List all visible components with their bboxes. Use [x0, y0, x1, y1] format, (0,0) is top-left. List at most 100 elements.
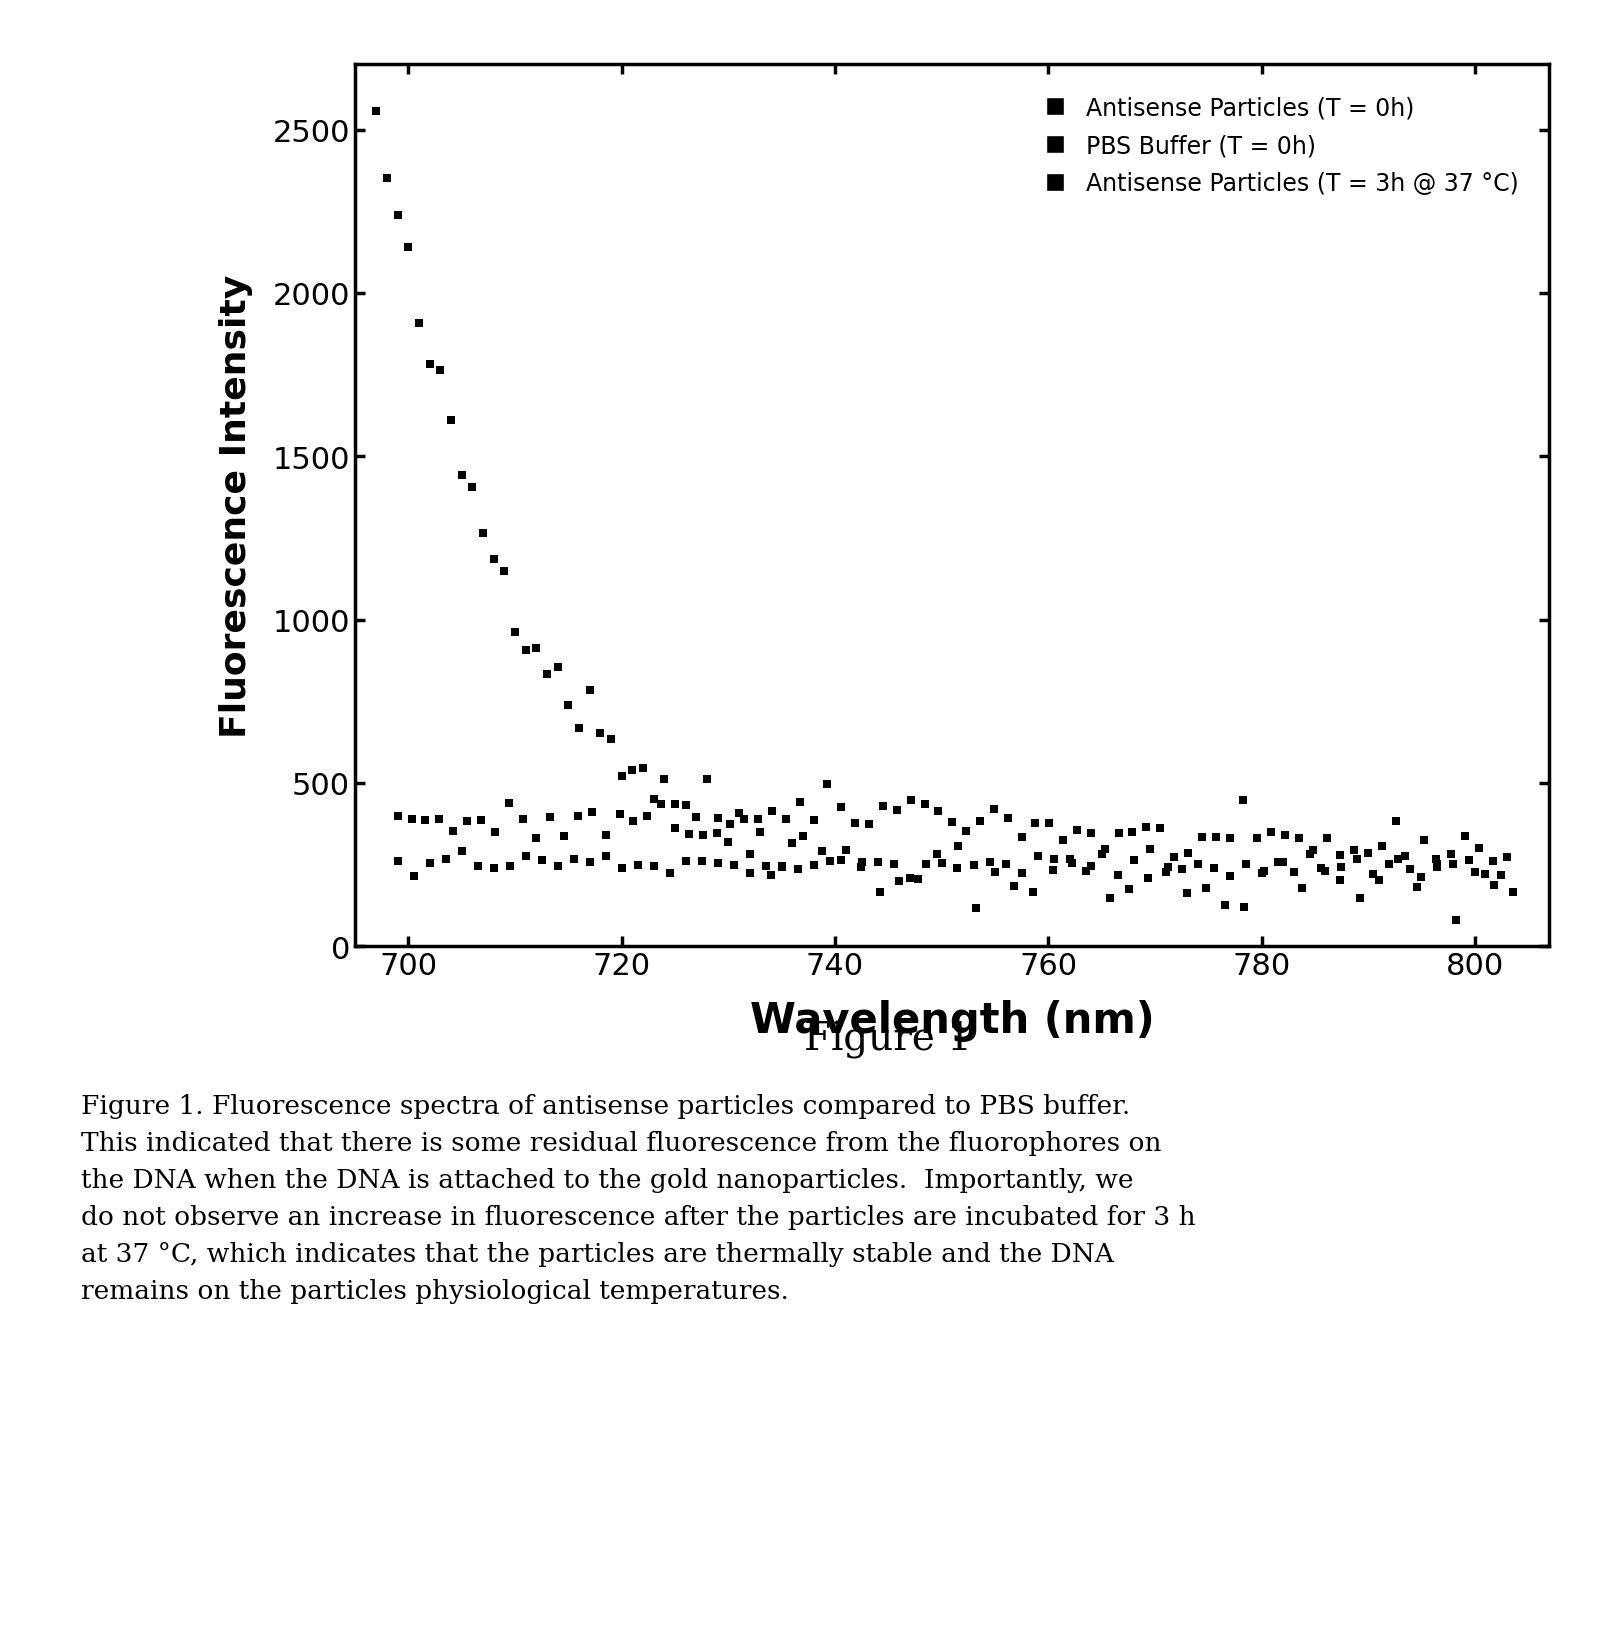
Point [855, 811, 881, 837]
Point [1356, 840, 1382, 867]
Point [1020, 880, 1046, 906]
Point [441, 818, 466, 844]
Point [428, 357, 454, 384]
Point [809, 839, 834, 865]
Point [925, 798, 951, 824]
Point [780, 831, 805, 857]
X-axis label: Wavelength (nm): Wavelength (nm) [751, 1000, 1154, 1041]
Point [620, 757, 646, 783]
Point [437, 408, 463, 434]
Point [1346, 886, 1372, 912]
Text: Figure 1. Fluorescence spectra of antisense particles compared to PBS buffer.
Th: Figure 1. Fluorescence spectra of antise… [81, 1093, 1196, 1304]
Point [801, 852, 826, 878]
Point [1098, 886, 1123, 912]
Point [1249, 860, 1275, 886]
Point [1078, 854, 1104, 880]
Point [954, 819, 980, 845]
Point [560, 845, 586, 871]
Point [567, 715, 592, 741]
Point [607, 801, 633, 827]
Point [1365, 868, 1391, 894]
Point [491, 558, 516, 584]
Point [470, 521, 495, 547]
Point [1202, 824, 1228, 850]
Point [529, 847, 555, 873]
Point [976, 849, 1002, 875]
Point [1173, 881, 1199, 907]
Point [407, 310, 433, 336]
Point [1025, 844, 1051, 870]
Point [608, 764, 634, 790]
Point [731, 806, 757, 832]
Point [1117, 876, 1143, 902]
Point [736, 840, 762, 867]
Point [1148, 816, 1173, 842]
Point [1233, 852, 1259, 878]
Point [1217, 863, 1243, 889]
Point [689, 823, 715, 849]
Point [1369, 834, 1394, 860]
Point [705, 806, 731, 832]
Point [1480, 849, 1506, 875]
Point [849, 850, 875, 876]
Point [1411, 827, 1436, 854]
Point [817, 849, 843, 875]
Point [662, 792, 688, 818]
Point [925, 840, 951, 867]
Point [843, 811, 868, 837]
Point [454, 808, 479, 834]
Point [1443, 907, 1469, 934]
Point [1120, 847, 1146, 873]
Point [1073, 858, 1099, 885]
Point [886, 868, 912, 894]
Point [1495, 844, 1520, 870]
Point [1059, 850, 1085, 876]
Point [773, 806, 799, 832]
Point [1453, 824, 1478, 850]
Point [1385, 847, 1411, 873]
Point [546, 854, 571, 880]
Text: Figure 1: Figure 1 [804, 1020, 972, 1058]
Point [1286, 826, 1312, 852]
Point [939, 809, 965, 836]
Point [1212, 893, 1238, 919]
Point [1190, 824, 1215, 850]
Point [689, 849, 715, 875]
Point [1290, 875, 1315, 901]
Point [1312, 858, 1338, 885]
Point [828, 795, 854, 821]
Point [1136, 836, 1162, 862]
Point [884, 796, 910, 823]
Point [1231, 894, 1257, 920]
Point [599, 726, 625, 752]
Point [759, 862, 784, 888]
Point [981, 796, 1007, 823]
Point [652, 767, 678, 793]
Point [1120, 819, 1146, 845]
Point [399, 806, 424, 832]
Point [1106, 821, 1131, 847]
Point [608, 855, 634, 881]
Point [384, 805, 410, 831]
Point [847, 855, 873, 881]
Point [718, 811, 744, 837]
Point [752, 854, 778, 880]
Point [1327, 867, 1353, 893]
Point [791, 823, 817, 849]
Point [964, 894, 989, 920]
Point [1193, 876, 1219, 902]
Point [1296, 842, 1322, 868]
Point [815, 772, 841, 798]
Point [1404, 875, 1430, 901]
Point [673, 793, 699, 819]
Point [449, 839, 475, 865]
Point [1424, 847, 1449, 873]
Point [1023, 811, 1049, 837]
Point [1482, 873, 1507, 899]
Point [944, 855, 970, 881]
Point [550, 824, 576, 850]
Point [413, 808, 439, 834]
Point [721, 852, 747, 878]
Point [465, 854, 491, 880]
Point [897, 865, 923, 891]
